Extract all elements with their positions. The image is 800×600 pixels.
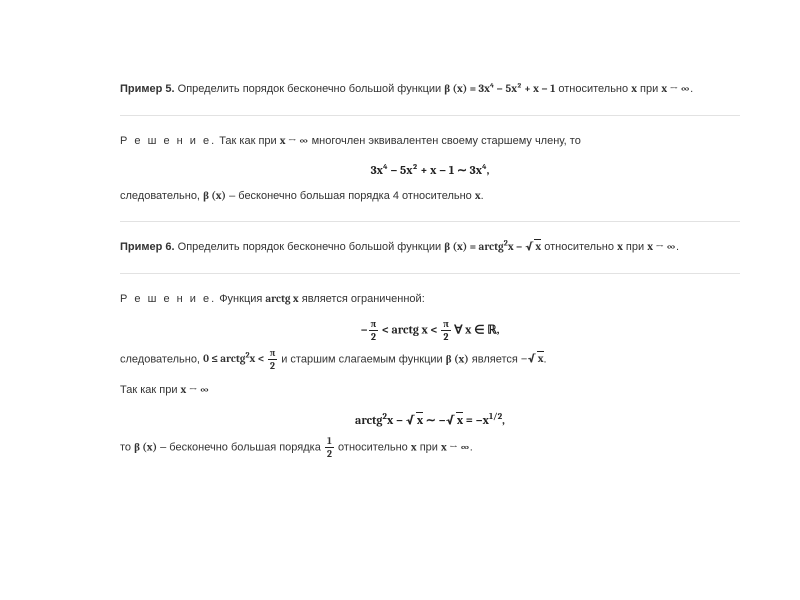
ex6-sol1-post: является ограниченной: xyxy=(299,293,425,305)
ex6-sqrt-x2: x xyxy=(537,351,544,365)
ex6-c-mid: – бесконечно большая порядка xyxy=(157,441,324,453)
divider-3 xyxy=(120,273,740,274)
ex6-c-pre: то xyxy=(120,441,134,453)
ex6-sol-label: Р е ш е н и е. xyxy=(120,293,216,305)
ex6-c-lim: x → ∞ xyxy=(441,440,470,453)
ex6-le: x < xyxy=(250,352,267,365)
example-6-label: Пример 6. xyxy=(120,241,175,253)
ex6-two3: 2 xyxy=(268,360,277,371)
ex5-period1: . xyxy=(690,83,693,95)
example-5-prompt: Пример 5. Определить порядок бесконечно … xyxy=(120,80,740,99)
ex6-zero-le: 0 ≤ arctg2x < xyxy=(203,352,267,365)
ex6-beta: β (x) = arctg2x − √x xyxy=(444,240,541,253)
ex6-sol1-pre: Функция xyxy=(216,293,265,305)
ex5-beta-short: β (x) xyxy=(203,189,226,202)
document-page: Пример 5. Определить порядок бесконечно … xyxy=(0,0,800,509)
ex6-prompt-pre: Определить порядок бесконечно большой фу… xyxy=(175,241,445,253)
ex6-c-beta: β (x) xyxy=(134,440,157,453)
ex5-concl-pre: следовательно, xyxy=(120,190,203,202)
ex6-beta-post: x − xyxy=(508,240,525,253)
ex6-prompt-mid: относительно xyxy=(541,241,617,253)
ex5-sol1-pre: Так как при xyxy=(216,135,280,147)
ex6-half-exp: 1/2 xyxy=(489,412,502,422)
ex6-equiv-formula: arctg2x − √x ∼ −√x = −x1/2, xyxy=(120,410,740,430)
ex6-lt1: < arctg x < xyxy=(379,322,440,336)
ex6-c-post: относительно xyxy=(335,441,411,453)
ex5-prompt-pre: Определить порядок бесконечно большой фу… xyxy=(175,83,445,95)
ex6-forall: ∀ x ∈ ℝ, xyxy=(452,322,500,336)
ex6-beta-short: β (x) xyxy=(446,352,469,365)
ex6-lim2: x → ∞ xyxy=(181,383,210,396)
ex6-eqL: arctg xyxy=(355,413,382,427)
ex6-l3-pre: Так как при xyxy=(120,384,181,396)
ex6-l2-post: является − xyxy=(469,353,528,365)
ex6-l2-mid: и старшим слагаемым функции xyxy=(278,353,446,365)
ex6-pi1: π xyxy=(369,319,378,331)
ex6-limit: x → ∞ xyxy=(647,240,676,253)
example-6-prompt: Пример 6. Определить порядок бесконечно … xyxy=(120,238,740,257)
ex5-sol1-post: многочлен эквивалентен своему старшему ч… xyxy=(309,135,581,147)
ex5-solution-line1: Р е ш е н и е. Так как при x → ∞ многочл… xyxy=(120,132,740,151)
ex6-prompt-at: при xyxy=(623,241,647,253)
ex6-pi3: π xyxy=(268,348,277,360)
ex5-concl-post: – бесконечно большая порядка 4 относител… xyxy=(226,190,475,202)
ex5-beta: β (x) = 3x⁴ − 5x² + x − 1 xyxy=(444,82,555,95)
ex5-prompt-mid: относительно xyxy=(555,83,631,95)
ex6-period3: . xyxy=(470,441,473,453)
ex6-pi2: π xyxy=(441,319,450,331)
ex6-l2-pre: следовательно, xyxy=(120,353,203,365)
ex6-period2: . xyxy=(544,353,547,365)
ex6-bound-minus: − xyxy=(361,322,368,336)
ex5-equivalence-formula: 3x⁴ − 5x² + x − 1 ∼ 3x⁴, xyxy=(120,160,740,180)
ex5-limit: x → ∞ xyxy=(661,82,690,95)
ex6-comma: , xyxy=(502,413,505,427)
ex6-c-at: при xyxy=(417,441,441,453)
divider-1 xyxy=(120,115,740,116)
ex6-conclusion: то β (x) – бесконечно большая порядка 12… xyxy=(120,436,740,459)
ex6-eqR: x − xyxy=(387,413,406,427)
ex6-line2: следовательно, 0 ≤ arctg2x < π2 и старши… xyxy=(120,348,740,371)
ex5-sol1-lim: x → ∞ xyxy=(280,134,309,147)
ex6-two2: 2 xyxy=(441,331,450,342)
ex6-zl: 0 ≤ arctg xyxy=(203,352,245,365)
ex5-prompt-at: при xyxy=(637,83,661,95)
ex6-bound-formula: −π2 < arctg x < π2 ∀ x ∈ ℝ, xyxy=(120,319,740,342)
ex5-sol-label: Р е ш е н и е. xyxy=(120,135,216,147)
ex6-sqrt2: √x xyxy=(527,352,543,365)
ex6-two1: 2 xyxy=(369,331,378,342)
ex6-period1: . xyxy=(676,241,679,253)
ex6-eqeq: = −x xyxy=(463,413,489,427)
divider-2 xyxy=(120,221,740,222)
ex6-two4: 2 xyxy=(325,448,334,459)
example-5-label: Пример 5. xyxy=(120,83,175,95)
ex6-sim: ∼ − xyxy=(423,413,445,427)
ex6-line3: Так как при x → ∞ xyxy=(120,381,740,400)
ex5-conclusion: следовательно, β (x) – бесконечно больша… xyxy=(120,187,740,206)
ex6-beta-pre: β (x) = arctg xyxy=(444,240,503,253)
ex6-solution-line1: Р е ш е н и е. Функция arctg x является … xyxy=(120,290,740,309)
ex6-one: 1 xyxy=(325,436,334,448)
ex6-arctg: arctg x xyxy=(265,292,298,305)
ex5-period2: . xyxy=(481,190,484,202)
